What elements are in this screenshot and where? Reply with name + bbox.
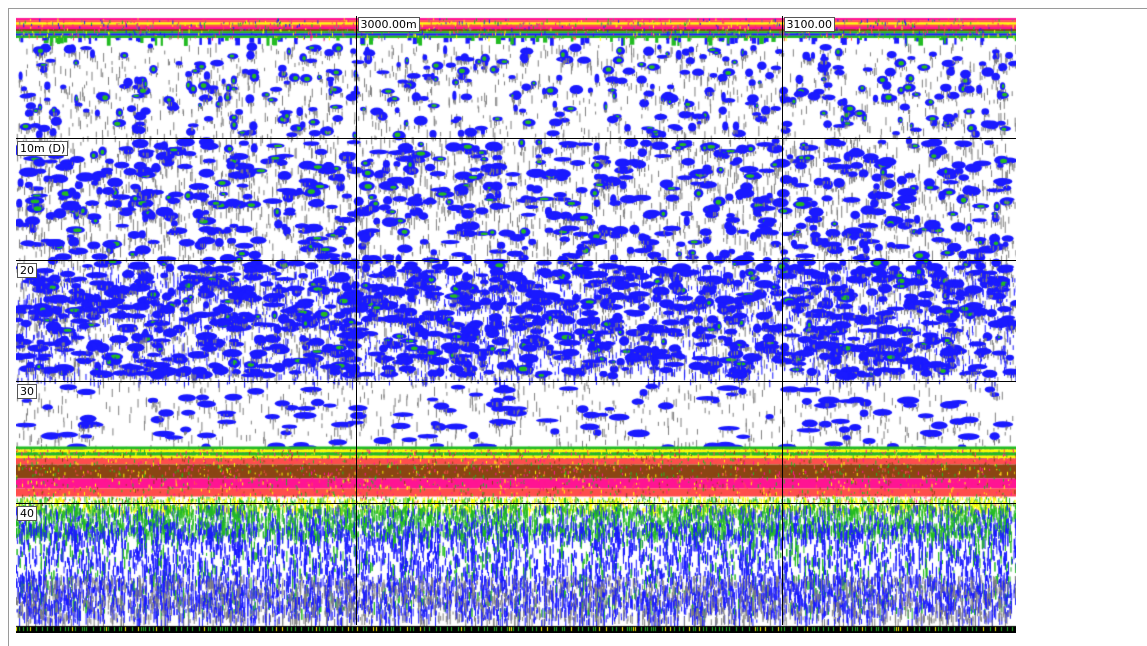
y-tick-label-2: 30 xyxy=(17,383,37,399)
y-tick-label-3: 40 xyxy=(17,505,37,521)
echogram-heatmap xyxy=(16,16,1016,633)
x-tick-label-1: 3100.00 xyxy=(783,17,835,32)
y-tick-label-1: 20 xyxy=(17,262,37,278)
chart-frame xyxy=(8,8,1147,646)
echogram-plot: 3000.00m 3100.00 10m (D) 20 30 40 xyxy=(16,16,1016,633)
x-tick-label-0: 3000.00m xyxy=(357,17,420,32)
y-tick-label-0: 10m (D) xyxy=(17,140,69,156)
